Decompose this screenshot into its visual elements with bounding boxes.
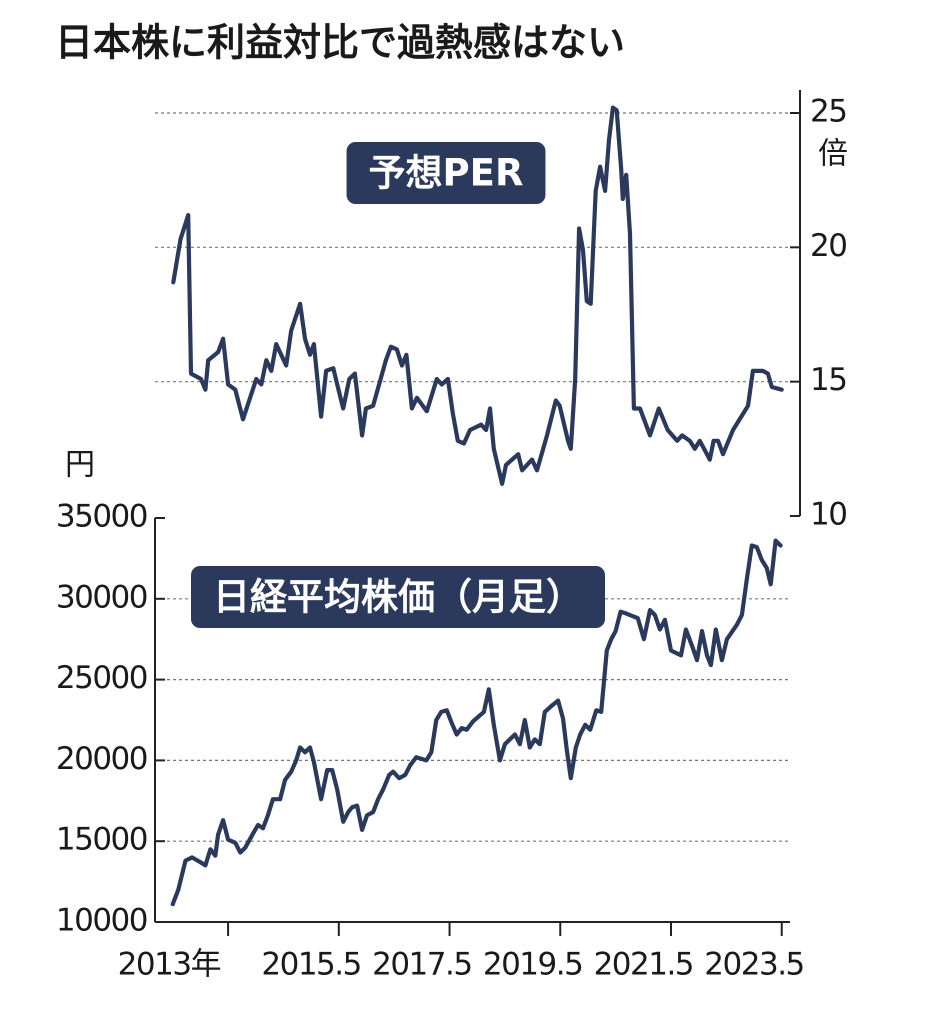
y-tick-label: 20000 [56, 741, 147, 777]
y-tick-label: 30000 [56, 579, 147, 615]
x-tick-label: 2019.5 [483, 947, 582, 983]
chart-title: 日本株に利益対比で過熱感はない [55, 21, 625, 65]
y-tick-label: 20 [810, 228, 846, 264]
y-tick-label: 15000 [56, 822, 147, 858]
x-tick-label: 2015.5 [261, 947, 360, 983]
series-label: 日経平均株価（月足） [213, 576, 583, 619]
x-tick-label: 2021.5 [594, 947, 693, 983]
series-label: 予想PER [369, 152, 524, 195]
data-line [171, 105, 784, 486]
y-tick-label: 15 [810, 362, 846, 398]
label-box [191, 566, 605, 628]
y-unit: 円 [65, 448, 95, 483]
y-tick-label: 10000 [56, 903, 147, 939]
x-tick-label: 2013年 [118, 947, 221, 983]
y-tick-label: 10 [810, 497, 846, 533]
label-box [346, 142, 546, 204]
data-line [170, 538, 783, 907]
y-tick-label: 25 [810, 94, 846, 130]
y-tick-label: 25000 [56, 660, 147, 696]
x-tick-label: 2017.5 [372, 947, 471, 983]
x-tick-label: 2023.5 [704, 947, 803, 983]
y-tick-label: 35000 [56, 499, 147, 535]
y-unit: 倍 [818, 137, 848, 172]
